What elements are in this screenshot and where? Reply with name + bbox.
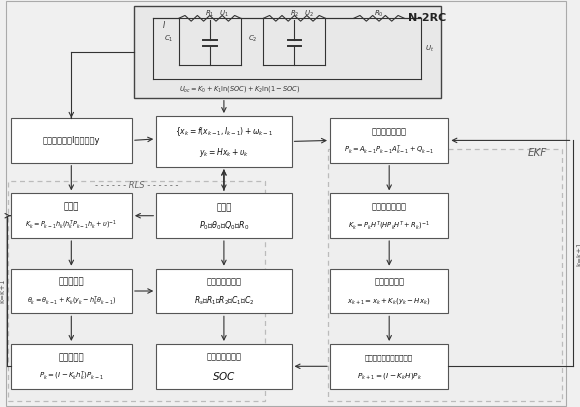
Text: $\theta_k=\theta_{k-1}+K_k(y_k-h_k^T\theta_{k-1})$: $\theta_k=\theta_{k-1}+K_k(y_k-h_k^T\the… [27, 294, 116, 308]
Text: $P_0$、$\theta_0$、$Q_0$、$R_0$: $P_0$、$\theta_0$、$Q_0$、$R_0$ [199, 219, 249, 232]
Text: 更新状态估计: 更新状态估计 [374, 278, 404, 287]
Text: $U_t$: $U_t$ [425, 44, 434, 54]
Bar [330, 193, 448, 238]
Text: 更新状态估计误差协方差: 更新状态估计误差协方差 [365, 354, 413, 361]
Text: EKF: EKF [527, 149, 546, 158]
Text: $x_{k+1}=x_k+K_k(y_k-Hx_k)$: $x_{k+1}=x_k+K_k(y_k-Hx_k)$ [347, 296, 431, 306]
Text: $R_0$: $R_0$ [374, 8, 384, 19]
Text: $C_1$: $C_1$ [164, 33, 173, 44]
Text: 参数估计值: 参数估计值 [59, 278, 84, 287]
Bar [9, 181, 265, 401]
Bar [10, 269, 132, 313]
Text: $y_k=Hx_k+\upsilon_k$: $y_k=Hx_k+\upsilon_k$ [199, 146, 249, 159]
Text: $SOC$: $SOC$ [212, 370, 236, 382]
Text: $K_k=P_{k-1}h_k(h_k^TP_{k-1}h_k+\upsilon)^{-1}$: $K_k=P_{k-1}h_k(h_k^TP_{k-1}h_k+\upsilon… [26, 219, 117, 232]
Text: $K_k=P_kH^T(HP_kH^T+R_k)^{-1}$: $K_k=P_kH^T(HP_kH^T+R_k)^{-1}$ [348, 219, 430, 232]
Bar [156, 116, 292, 167]
Text: $\{x_k=f(x_{k-1},I_{k-1})+\omega_{k-1}$: $\{x_k=f(x_{k-1},I_{k-1})+\omega_{k-1}$ [175, 125, 273, 138]
Bar [330, 344, 448, 389]
Text: $P_k=A_{k-1}P_{k-1}A_{k-1}^T+Q_{k-1}$: $P_k=A_{k-1}P_{k-1}A_{k-1}^T+Q_{k-1}$ [344, 144, 434, 157]
Text: 输出参数估计值: 输出参数估计值 [206, 278, 241, 287]
Bar [133, 6, 441, 98]
Bar [10, 118, 132, 163]
Text: $C_2$: $C_2$ [248, 33, 258, 44]
Text: 卡尔曼增益矩阵: 卡尔曼增益矩阵 [372, 202, 407, 211]
Text: 增益值: 增益值 [64, 202, 79, 211]
Bar [10, 193, 132, 238]
Text: 实验输出电流I、端电压y: 实验输出电流I、端电压y [42, 136, 100, 145]
Text: 输出状态估计值: 输出状态估计值 [206, 353, 241, 362]
Bar [330, 269, 448, 313]
Text: $U_2$: $U_2$ [304, 8, 313, 19]
Text: k=k+1: k=k+1 [577, 241, 580, 266]
Text: 初始值: 初始值 [216, 203, 231, 212]
Text: $U_{oc}=K_0+K_1\ln(SOC)+K_2\ln(1-SOC)$: $U_{oc}=K_0+K_1\ln(SOC)+K_2\ln(1-SOC)$ [179, 84, 300, 94]
Text: k=k+1: k=k+1 [0, 279, 6, 303]
Text: - - - - - - RLS - - - - - -: - - - - - - RLS - - - - - - [95, 182, 179, 190]
Text: $U_1$: $U_1$ [219, 8, 229, 19]
Text: $I$: $I$ [161, 19, 165, 30]
Text: $P_{k+1}=(I-K_kH)P_k$: $P_{k+1}=(I-K_kH)P_k$ [357, 371, 422, 381]
Bar [10, 344, 132, 389]
Bar [156, 193, 292, 238]
Text: $P_k=(I-K_kh_k^T)P_{k-1}$: $P_k=(I-K_kh_k^T)P_{k-1}$ [39, 370, 104, 383]
Text: 状态协方差估计: 状态协方差估计 [372, 128, 407, 137]
Text: N-2RC: N-2RC [408, 13, 446, 24]
Text: $R_2$: $R_2$ [289, 8, 299, 19]
Text: $R_s$、$R_1$、$R_2$、$C_1$、$C_2$: $R_s$、$R_1$、$R_2$、$C_1$、$C_2$ [194, 295, 254, 307]
Text: 协方差矩阵: 协方差矩阵 [59, 353, 84, 362]
Bar [328, 149, 563, 401]
Bar [156, 269, 292, 313]
Bar [330, 118, 448, 163]
Bar [156, 344, 292, 389]
Text: $R_1$: $R_1$ [205, 8, 215, 19]
